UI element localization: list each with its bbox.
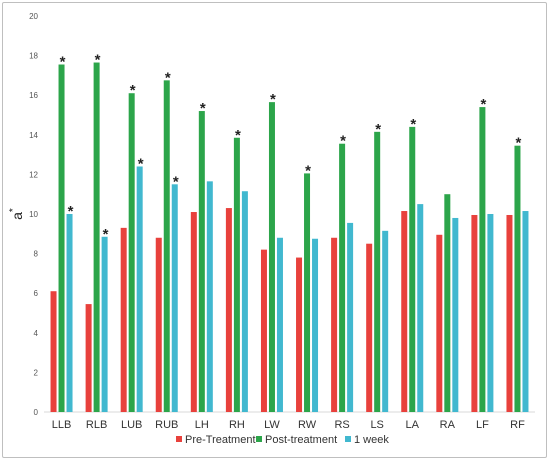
- bar-LS-1-week: [382, 230, 389, 412]
- y-tick-label: 2: [34, 368, 39, 377]
- bar-RW-post-treatment: [304, 173, 311, 412]
- y-tick-label: 10: [29, 210, 38, 219]
- category-label: RF: [510, 419, 525, 431]
- bar-LA-1-week: [417, 204, 424, 412]
- significance-star: *: [410, 116, 416, 133]
- significance-star: *: [60, 54, 66, 71]
- legend-label: Post-treatment: [265, 434, 337, 446]
- bar-RUB-post-treatment: [163, 80, 170, 412]
- significance-star: *: [375, 121, 381, 138]
- y-tick-label: 18: [29, 52, 38, 61]
- significance-star: *: [173, 173, 179, 190]
- significance-star: *: [103, 226, 109, 243]
- bar-RH-post-treatment: [233, 137, 240, 412]
- bar-LS-post-treatment: [374, 131, 381, 412]
- significance-star: *: [516, 135, 522, 152]
- significance-star: *: [340, 133, 346, 150]
- category-label: RW: [298, 419, 317, 431]
- bar-RW-1-week: [312, 238, 319, 412]
- bar-LLB-post-treatment: [58, 64, 65, 412]
- bar-LS-pre-treatment: [366, 243, 373, 412]
- bar-RS-post-treatment: [339, 143, 346, 412]
- legend-swatch: [256, 436, 262, 442]
- significance-star: *: [200, 100, 206, 117]
- bar-LF-post-treatment: [479, 107, 486, 412]
- bar-LUB-1-week: [136, 166, 143, 412]
- y-tick-label: 16: [29, 91, 38, 100]
- bar-RS-pre-treatment: [331, 237, 338, 412]
- bar-RUB-pre-treatment: [155, 237, 162, 412]
- bar-RS-1-week: [347, 222, 354, 412]
- legend: Pre-Treatment Post-treatment 1 week: [176, 434, 389, 446]
- category-label: LS: [370, 419, 383, 431]
- significance-star: *: [138, 155, 144, 172]
- category-labels: LLB RLB LUB RUB LH RH LW RW RS LS LA RA LF RF: [52, 419, 525, 431]
- significance-star: *: [270, 91, 276, 108]
- bar-LUB-post-treatment: [128, 93, 135, 412]
- bar-RF-pre-treatment: [506, 214, 513, 412]
- bar-RLB-1-week: [101, 236, 108, 412]
- category-label: LUB: [121, 419, 142, 431]
- bar-RA-post-treatment: [444, 194, 451, 412]
- bar-layer: [50, 62, 529, 412]
- y-axis-label-superscript: *: [8, 208, 19, 212]
- bar-LA-pre-treatment: [401, 211, 408, 412]
- y-axis-label: a*: [8, 208, 25, 220]
- legend-label: Pre-Treatment: [185, 434, 256, 446]
- legend-label: 1 week: [354, 434, 389, 446]
- category-label: LW: [264, 419, 280, 431]
- bar-LW-1-week: [276, 237, 283, 412]
- bar-RLB-pre-treatment: [85, 304, 92, 412]
- bar-RF-1-week: [522, 211, 529, 412]
- category-label: RA: [440, 419, 456, 431]
- significance-star: *: [130, 82, 136, 99]
- significance-star: *: [95, 52, 101, 69]
- bar-RLB-post-treatment: [93, 62, 100, 412]
- bar-LUB-pre-treatment: [120, 227, 127, 412]
- bar-RUB-1-week: [171, 184, 178, 412]
- significance-star: *: [480, 96, 486, 113]
- significance-star: *: [165, 69, 171, 86]
- bar-LW-post-treatment: [268, 102, 275, 412]
- bar-LH-pre-treatment: [190, 212, 197, 412]
- bar-LLB-pre-treatment: [50, 291, 57, 412]
- category-label: RH: [229, 419, 245, 431]
- category-label: RLB: [86, 419, 107, 431]
- category-label: RS: [334, 419, 349, 431]
- category-label: RUB: [155, 419, 178, 431]
- legend-swatch: [345, 436, 351, 442]
- y-tick-label: 20: [29, 12, 38, 21]
- category-label: LA: [406, 419, 420, 431]
- bar-LLB-1-week: [66, 214, 73, 412]
- significance-star: *: [235, 127, 241, 144]
- bar-LH-post-treatment: [198, 111, 205, 412]
- bar-LA-post-treatment: [409, 126, 416, 412]
- category-label: LF: [476, 419, 489, 431]
- legend-swatch: [176, 436, 182, 442]
- bar-RA-1-week: [452, 217, 459, 412]
- y-tick-label: 0: [34, 408, 39, 417]
- bar-LF-pre-treatment: [471, 214, 478, 412]
- significance-star: *: [305, 162, 311, 179]
- bar-LH-1-week: [206, 181, 213, 412]
- y-tick-label: 8: [34, 250, 39, 259]
- significance-star: *: [68, 203, 74, 220]
- category-label: LH: [195, 419, 209, 431]
- bar-RW-pre-treatment: [296, 257, 303, 412]
- bar-RH-pre-treatment: [225, 208, 232, 412]
- y-axis-label-text: a: [9, 212, 25, 220]
- bar-RH-1-week: [241, 191, 248, 412]
- y-tick-label: 14: [29, 131, 38, 140]
- y-tick-label: 4: [34, 329, 39, 338]
- y-tick-label: 6: [34, 289, 39, 298]
- category-label: LLB: [52, 419, 72, 431]
- bar-LW-pre-treatment: [260, 249, 267, 412]
- significance-markers: * * * * * * * * * * * * * * * * *: [60, 52, 522, 243]
- bar-RF-post-treatment: [514, 145, 521, 412]
- bar-RA-pre-treatment: [436, 234, 443, 412]
- bar-LF-1-week: [487, 214, 494, 412]
- y-tick-label: 12: [29, 170, 38, 179]
